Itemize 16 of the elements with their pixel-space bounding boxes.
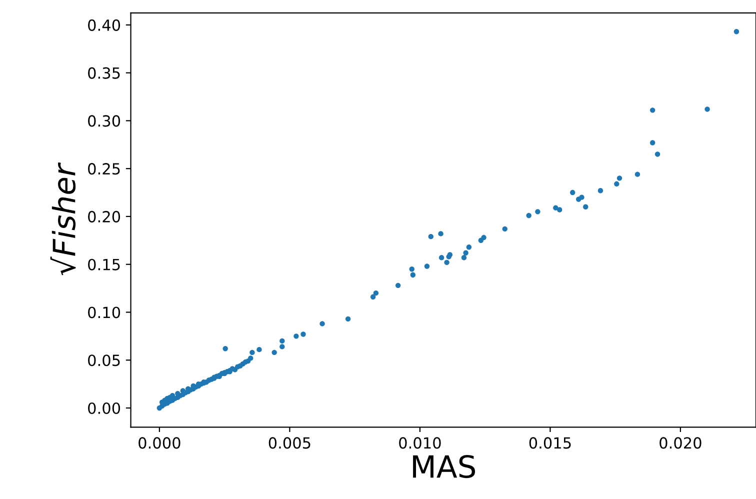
y-tick-label: 0.15 bbox=[88, 258, 120, 270]
x-axis-title: MAS bbox=[413, 454, 476, 478]
x-tick-label: 0.020 bbox=[660, 437, 702, 449]
y-axis-title: √Fisher bbox=[50, 162, 76, 276]
x-tick-label: 0.000 bbox=[138, 437, 180, 449]
y-tick-label: 0.25 bbox=[88, 163, 120, 175]
x-tick-label: 0.010 bbox=[399, 437, 441, 449]
y-tick-label: 0.35 bbox=[88, 67, 120, 79]
y-tick-label: 0.05 bbox=[88, 354, 120, 366]
y-tick-label: 0.40 bbox=[88, 19, 120, 31]
x-tick-label: 0.005 bbox=[268, 437, 310, 449]
x-tick-label: 0.015 bbox=[529, 437, 571, 449]
y-tick-label: 0.30 bbox=[88, 115, 120, 127]
y-tick-label: 0.20 bbox=[88, 210, 120, 222]
y-tick-label: 0.10 bbox=[88, 306, 120, 318]
y-tick-label: 0.00 bbox=[88, 402, 120, 414]
